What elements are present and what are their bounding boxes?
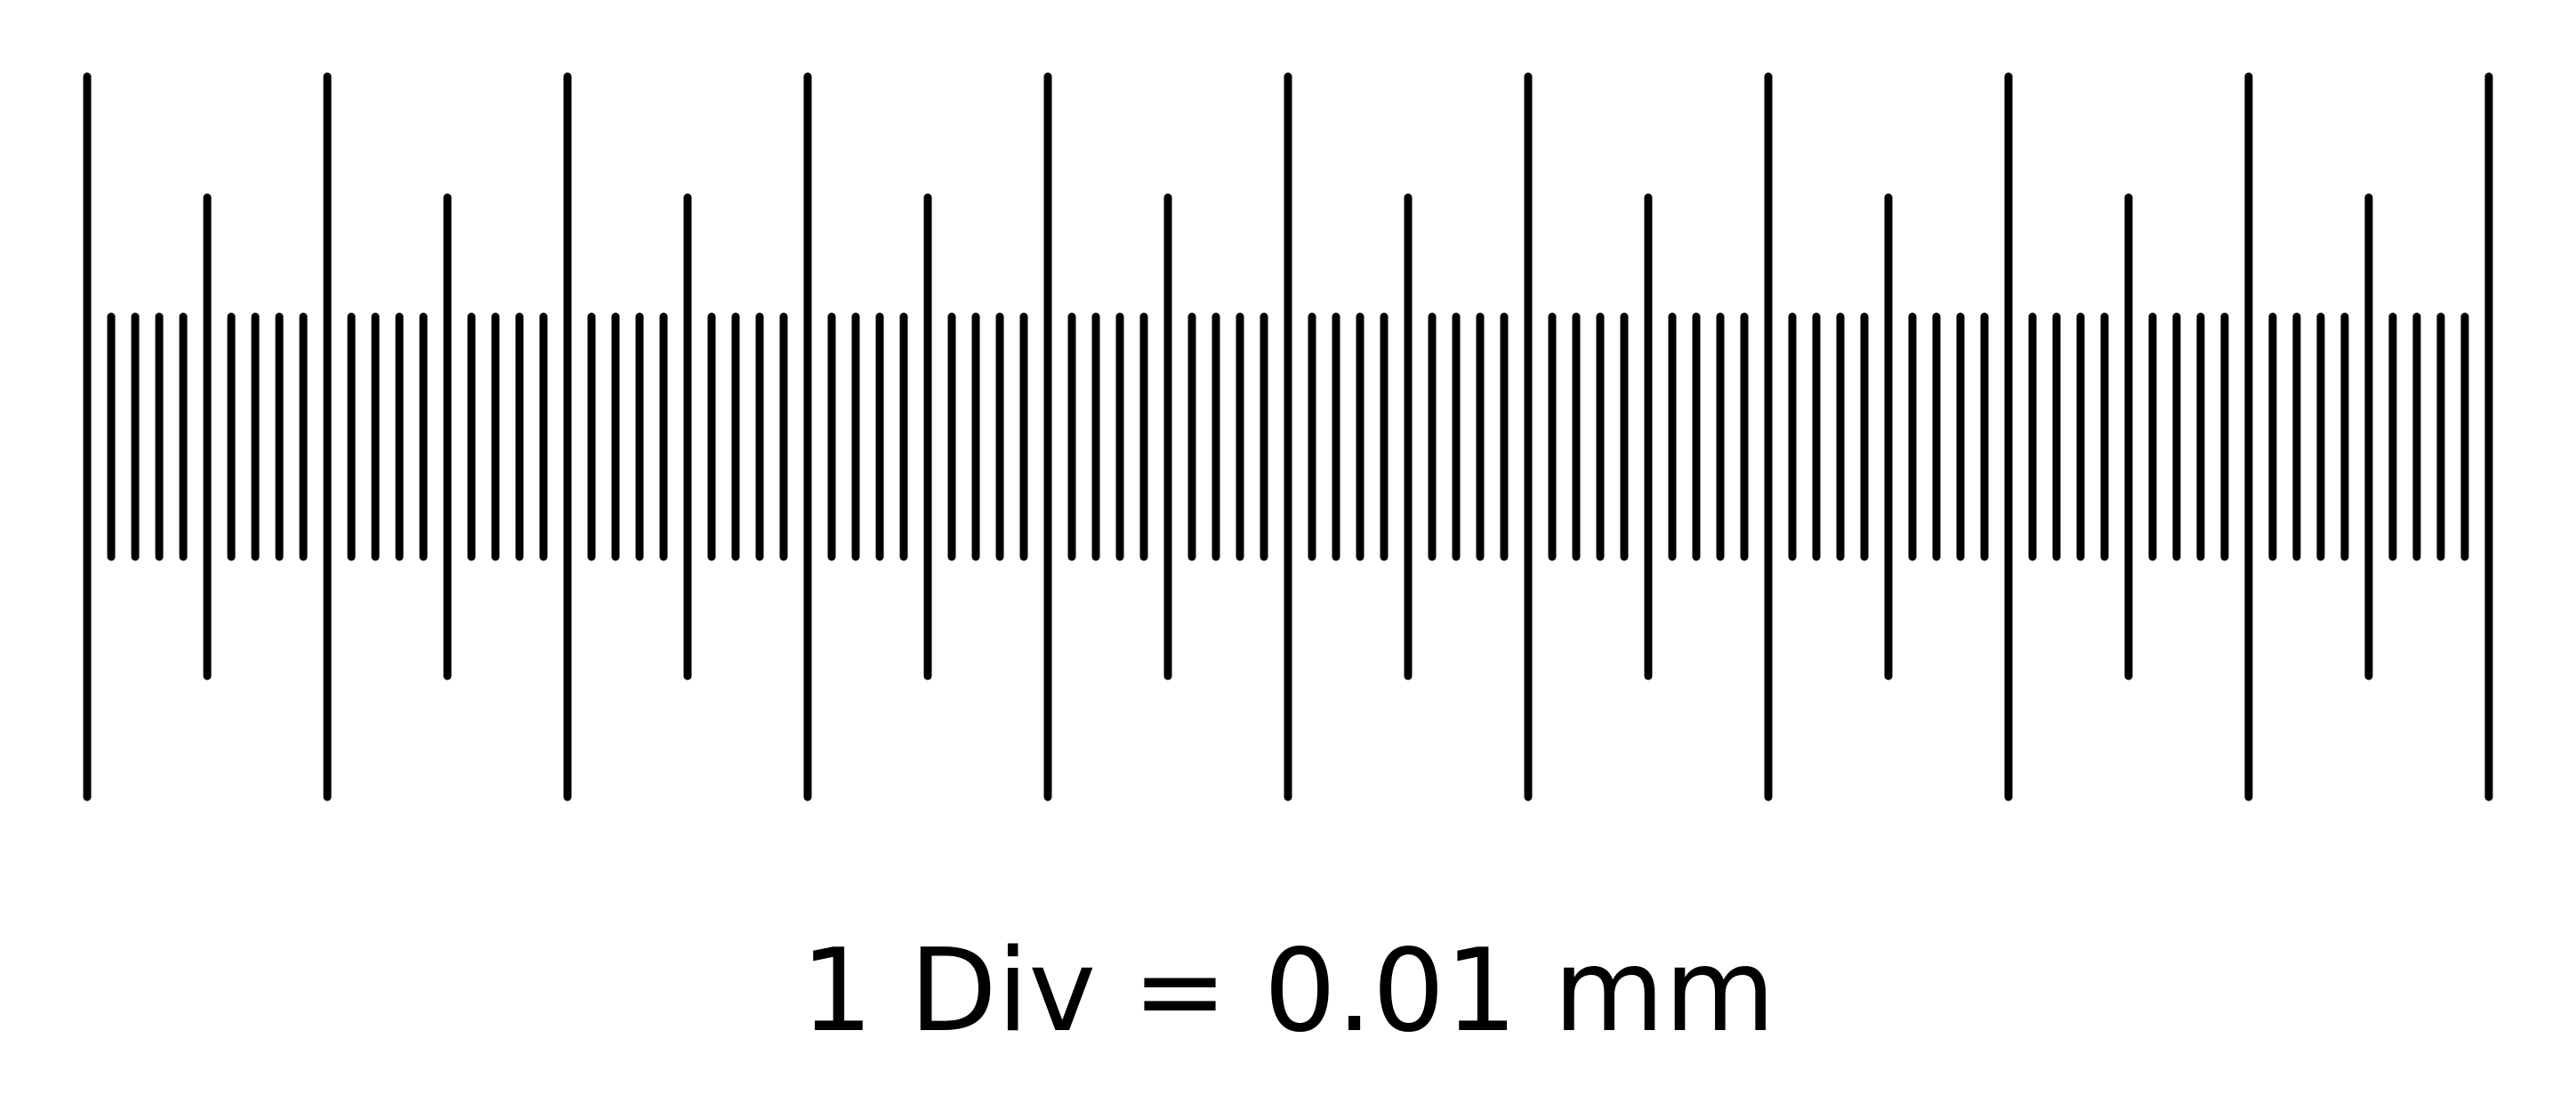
tick-marks xyxy=(87,76,2489,797)
scale-caption: 1 Div = 0.01 mm xyxy=(0,925,2576,1059)
